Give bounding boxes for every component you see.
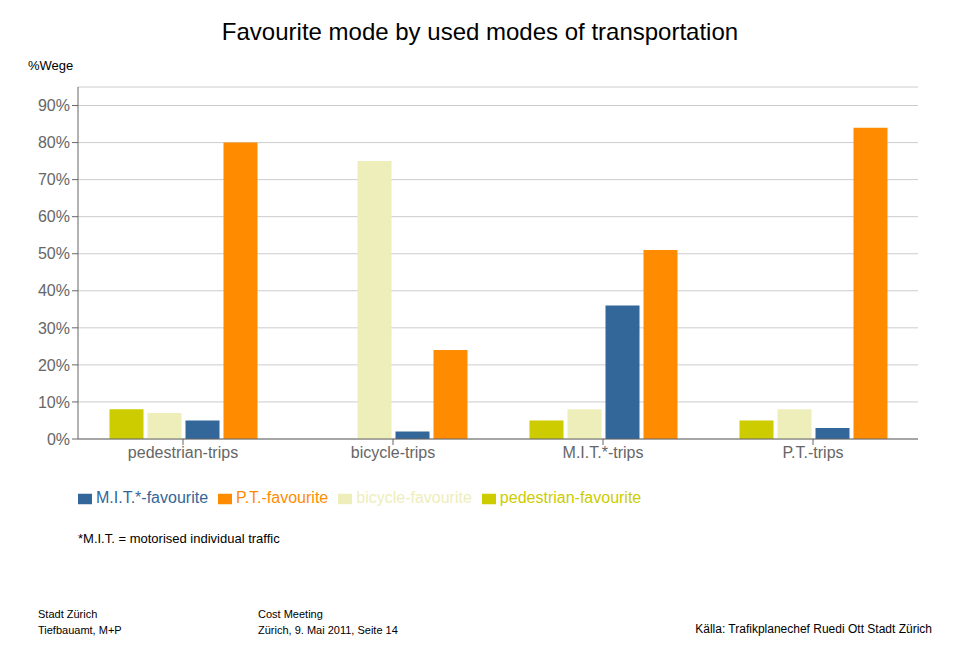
html-text:Favourite mode by used modes o: Favourite mode by used modes of transpor…	[221, 18, 739, 45]
svg-text:70%: 70%	[38, 171, 70, 188]
svg-text:M.I.T.*-trips: M.I.T.*-trips	[563, 444, 644, 461]
svg-text:P.T.-trips: P.T.-trips	[782, 444, 843, 461]
svg-text:60%: 60%	[38, 208, 70, 225]
svg-text:40%: 40%	[38, 282, 70, 299]
svg-text:10%: 10%	[38, 394, 70, 411]
svg-text:0%: 0%	[47, 431, 70, 448]
svg-text:80%: 80%	[38, 134, 70, 151]
svg-text:pedestrian-trips: pedestrian-trips	[128, 444, 238, 461]
html-text:pedestrian-favourite: pedestrian-favourite	[499, 489, 642, 506]
svg-text:30%: 30%	[38, 320, 70, 337]
html-text:%Wege: %Wege	[28, 58, 74, 73]
html-text:Källa: Trafikplanechef Ruedi O: Källa: Trafikplanechef Ruedi Ott Stadt Z…	[695, 622, 932, 637]
html-text:Tiefbauamt, M+P: Tiefbauamt, M+P	[38, 623, 122, 636]
svg-text:50%: 50%	[38, 245, 70, 262]
html-text:Cost Meeting: Cost Meeting	[258, 608, 323, 621]
svg-text:90%: 90%	[38, 97, 70, 114]
html-text:Zürich, 9. Mai 2011, Seite 14: Zürich, 9. Mai 2011, Seite 14	[258, 623, 398, 636]
svg-text:bicycle-trips: bicycle-trips	[351, 444, 435, 461]
svg-text:20%: 20%	[38, 357, 70, 374]
html-text:bicycle-favourite: bicycle-favourite	[356, 489, 472, 506]
html-text:M.I.T.*-favourite: M.I.T.*-favourite	[96, 489, 208, 506]
html-text:P.T.-favourite: P.T.-favourite	[236, 489, 329, 506]
html-text:*M.I.T. = motorised individual: *M.I.T. = motorised individual traffic	[78, 531, 280, 546]
html-text:Stadt Zürich: Stadt Zürich	[38, 608, 98, 621]
